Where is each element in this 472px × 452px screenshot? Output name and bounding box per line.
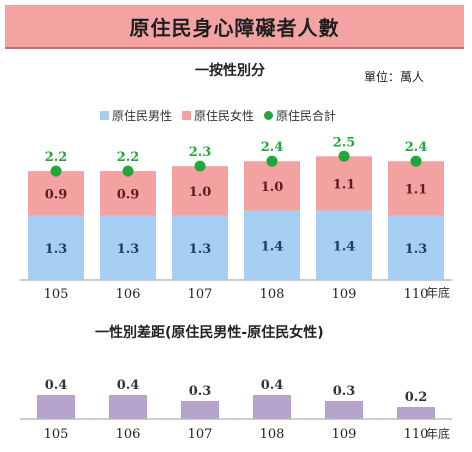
marker-total-105	[50, 165, 62, 177]
data-label-total-109: 2.5	[333, 135, 356, 150]
data-label-total-110: 2.4	[405, 140, 428, 155]
bar-gap-105	[37, 395, 75, 419]
data-label-female-109: 1.1	[333, 177, 356, 192]
bar-female-110	[388, 161, 444, 216]
bar-gap-106	[109, 395, 147, 419]
bar-male-109	[316, 210, 372, 280]
x-tick-top-109: 109	[332, 287, 357, 302]
x-tick-bottom-108: 108	[260, 427, 285, 442]
legend-item-total: 原住民合計	[264, 107, 336, 124]
bar-female-106	[100, 171, 156, 216]
x-tick-top-105: 105	[44, 287, 69, 302]
data-label-gap-109: 0.3	[333, 384, 356, 399]
bar-female-105	[28, 171, 84, 216]
data-label-female-106: 0.9	[117, 187, 140, 202]
x-tick-bottom-109: 109	[332, 427, 357, 442]
legend-swatch-male	[100, 111, 109, 120]
bar-male-106	[100, 215, 156, 280]
x-tick-bottom-106: 106	[116, 427, 141, 442]
data-label-gap-110: 0.2	[405, 390, 428, 405]
data-label-gap-106: 0.4	[117, 378, 140, 393]
x-tick-bottom-107: 107	[188, 427, 213, 442]
data-label-male-108: 1.4	[261, 239, 284, 254]
marker-total-109	[338, 150, 350, 162]
marker-total-106	[122, 165, 134, 177]
subtitle-by-gender: 一按性別分	[195, 63, 265, 79]
marker-total-110	[410, 155, 422, 167]
legend: 原住民男性 原住民女性 原住民合計	[100, 107, 336, 124]
legend-marker-total	[264, 111, 274, 120]
legend-label-female: 原住民女性	[194, 109, 255, 123]
subtitle-gender-gap: 一性別差距(原住民男性-原住民女性)	[95, 325, 324, 341]
x-tick-bottom-105: 105	[44, 427, 69, 442]
unit-label: 單位：萬人	[364, 70, 425, 84]
bar-male-110	[388, 215, 444, 280]
data-label-female-105: 0.9	[45, 187, 68, 202]
legend-label-male: 原住民男性	[112, 109, 173, 123]
bar-gap-108	[253, 395, 291, 419]
bar-female-108	[244, 161, 300, 211]
bar-male-105	[28, 215, 84, 280]
data-label-male-110: 1.3	[405, 242, 428, 257]
data-label-female-107: 1.0	[189, 185, 212, 200]
bar-male-108	[244, 210, 300, 280]
bar-female-107	[172, 166, 228, 216]
marker-total-108	[266, 155, 278, 167]
x-tick-top-110: 110	[404, 287, 429, 302]
data-label-gap-108: 0.4	[261, 378, 284, 393]
x-tick-top-106: 106	[116, 287, 141, 302]
data-label-male-107: 1.3	[189, 242, 212, 257]
legend-item-female: 原住民女性	[182, 107, 254, 124]
data-label-gap-107: 0.3	[189, 384, 212, 399]
data-label-female-108: 1.0	[261, 180, 284, 195]
legend-label-total: 原住民合計	[276, 109, 337, 123]
x-tick-bottom-110: 110	[404, 427, 429, 442]
data-label-total-106: 2.2	[117, 150, 140, 165]
data-label-male-109: 1.4	[333, 239, 356, 254]
x-axis-title-bottom: 年底	[426, 426, 450, 441]
x-axis-title-top: 年底	[426, 285, 450, 300]
legend-item-male: 原住民男性	[100, 107, 172, 124]
bar-gap-109	[325, 401, 363, 419]
bar-male-107	[172, 215, 228, 280]
data-label-total-105: 2.2	[45, 150, 68, 165]
data-label-male-106: 1.3	[117, 242, 140, 257]
x-tick-top-108: 108	[260, 287, 285, 302]
x-tick-top-107: 107	[188, 287, 213, 302]
data-label-total-107: 2.3	[189, 145, 212, 160]
bar-female-109	[316, 156, 372, 211]
bar-gap-107	[181, 401, 219, 419]
data-label-male-105: 1.3	[45, 242, 68, 257]
title-band: 原住民身心障礙者人數	[5, 5, 464, 49]
data-label-gap-105: 0.4	[45, 378, 68, 393]
chart-title: 原住民身心障礙者人數	[129, 15, 340, 40]
bar-gap-110	[397, 407, 435, 419]
marker-total-107	[194, 160, 206, 172]
data-label-female-110: 1.1	[405, 182, 428, 197]
legend-swatch-female	[182, 111, 192, 120]
data-label-total-108: 2.4	[261, 140, 284, 155]
